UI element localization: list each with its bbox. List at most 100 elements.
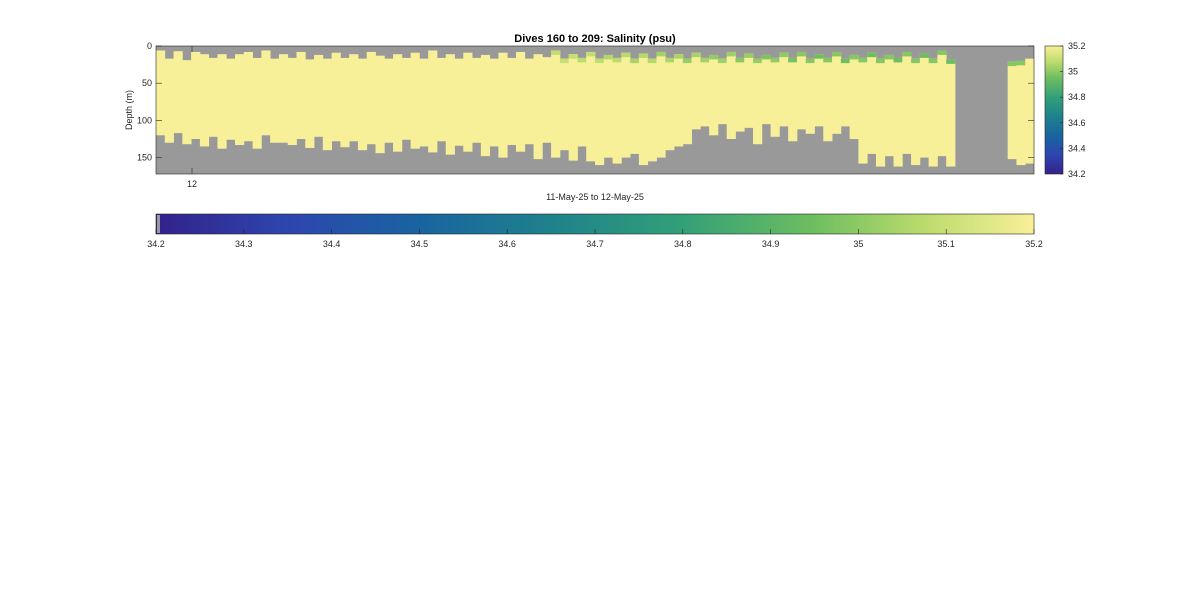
vertical-colorbar-tick-label: 34.2 — [1068, 169, 1086, 179]
salinity-profile-column — [419, 58, 429, 147]
salinity-profile-column — [1025, 58, 1035, 164]
horizontal-colorbar-tick-label: 35 — [853, 239, 863, 249]
horizontal-colorbar-tick-label: 35.1 — [937, 239, 955, 249]
salinity-profile-column — [173, 51, 183, 134]
fresh-surface-layer-cell — [805, 58, 815, 64]
salinity-profile-column — [946, 59, 956, 167]
fresh-surface-layer-cell — [691, 52, 701, 58]
horizontal-colorbar-tick-label: 34.2 — [147, 239, 165, 249]
y-axis-ticks: 0 50 100 150 — [137, 41, 1034, 163]
fresh-surface-layer-cell — [586, 51, 596, 57]
fresh-surface-layer-cell — [551, 50, 561, 55]
fresh-surface-layer-cell — [788, 57, 798, 63]
salinity-profile-column — [586, 51, 596, 162]
salinity-profile-column — [840, 58, 851, 127]
plot-area: 0 50 100 150 12 — [137, 41, 1035, 189]
fresh-surface-layer-cell — [647, 58, 657, 64]
vertical-colorbar-ticks: 35.2 35 34.8 34.6 34.4 34.2 — [1060, 41, 1086, 179]
vertical-colorbar-tick-label: 35.2 — [1068, 41, 1086, 51]
salinity-profile-column — [796, 51, 807, 130]
salinity-profile-column — [647, 58, 657, 162]
salinity-profile-column — [366, 51, 376, 145]
salinity-profile-column — [305, 59, 315, 148]
salinity-profile-column — [278, 54, 289, 143]
salinity-profile-column — [753, 58, 763, 145]
fresh-surface-layer-cell — [814, 54, 824, 59]
x-axis-label: 11-May-25 to 12-May-25 — [546, 192, 644, 202]
salinity-profile-column — [919, 53, 930, 158]
vertical-colorbar: 35.2 35 34.8 34.6 34.4 34.2 — [1044, 41, 1086, 179]
salinity-profile-column — [296, 51, 306, 140]
salinity-profile-column — [463, 52, 473, 152]
fresh-surface-layer-cell — [665, 57, 675, 63]
salinity-profile-column — [709, 54, 719, 136]
salinity-profile-column — [577, 57, 587, 147]
salinity-profile-column — [357, 58, 368, 151]
salinity-profile-column — [507, 57, 517, 145]
fresh-surface-layer-cell — [779, 52, 789, 58]
horizontal-colorbar-tick-label: 34.3 — [235, 239, 253, 249]
fresh-surface-layer-cell — [753, 58, 763, 64]
fresh-surface-layer-cell — [893, 57, 903, 63]
salinity-profile-column — [832, 51, 842, 134]
horizontal-colorbar-missing-swatch — [157, 215, 160, 233]
fresh-surface-layer-cell — [709, 54, 719, 60]
vertical-colorbar-tick-label: 35 — [1068, 67, 1078, 77]
fresh-surface-layer-cell — [937, 50, 947, 55]
salinity-profile-column — [902, 51, 912, 154]
fresh-surface-layer-cell — [595, 58, 605, 64]
salinity-profile-column — [331, 52, 341, 142]
y-tick-label: 150 — [137, 153, 152, 163]
salinity-profile-column — [937, 50, 947, 157]
fresh-surface-layer-cell — [875, 58, 886, 64]
fresh-surface-layer-cell — [849, 54, 859, 60]
vertical-colorbar-tick-label: 34.6 — [1068, 118, 1086, 128]
salinity-profile-column — [340, 57, 350, 148]
salinity-profile-column — [744, 53, 754, 128]
horizontal-colorbar-tick-label: 34.6 — [498, 239, 516, 249]
fresh-surface-layer-cell — [770, 57, 780, 63]
salinity-profile-column — [489, 58, 499, 147]
salinity-profile-column — [814, 54, 824, 127]
fresh-surface-layer-cell — [928, 58, 938, 64]
fresh-surface-layer-cell — [559, 58, 570, 64]
fresh-surface-layer-cell — [717, 58, 728, 64]
salinity-profile-column — [858, 57, 868, 164]
fresh-surface-layer-cell — [630, 58, 640, 64]
salinity-profile-column — [849, 54, 859, 140]
salinity-profile-column — [191, 51, 201, 140]
salinity-profile-column — [243, 51, 253, 142]
salinity-profile-column — [454, 58, 464, 146]
salinity-profile-column — [867, 52, 877, 154]
salinity-profile-column — [270, 58, 280, 143]
salinity-profile-column — [375, 55, 385, 154]
salinity-profile-column — [893, 57, 903, 167]
horizontal-colorbar-tick-label: 34.5 — [411, 239, 429, 249]
salinity-profile-column — [770, 57, 780, 137]
salinity-profile-column — [621, 52, 631, 158]
fresh-surface-layer-cell — [867, 52, 877, 58]
fresh-surface-layer-cell — [823, 57, 833, 63]
horizontal-colorbar-tick-label: 34.7 — [586, 239, 604, 249]
salinity-profile-column — [164, 58, 174, 143]
salinity-profile-column — [761, 54, 771, 125]
y-tick-label: 0 — [147, 41, 152, 51]
fresh-surface-layer-cell — [796, 51, 807, 57]
salinity-profile-column — [428, 50, 438, 153]
salinity-profile-column — [788, 57, 798, 142]
salinity-profile-column — [235, 54, 245, 145]
x-tick-label: 12 — [187, 179, 197, 189]
horizontal-colorbar-tick-label: 34.9 — [762, 239, 780, 249]
y-axis-label: Depth (m) — [124, 90, 134, 130]
fresh-surface-layer-cell — [902, 51, 912, 57]
salinity-profile-column — [182, 60, 192, 145]
fresh-surface-layer-cell — [700, 57, 710, 63]
fresh-surface-layer-cell — [744, 53, 754, 58]
y-tick-label: 50 — [142, 78, 152, 88]
salinity-profile-column — [226, 58, 236, 140]
fresh-surface-layer-cell — [568, 54, 578, 59]
salinity-profile-column — [199, 54, 210, 147]
horizontal-colorbar-ticks: 34.2 34.3 34.4 34.5 34.6 34.7 34.8 34.9 35 35.1 35… — [147, 229, 1043, 249]
salinity-profile-column — [393, 54, 403, 152]
